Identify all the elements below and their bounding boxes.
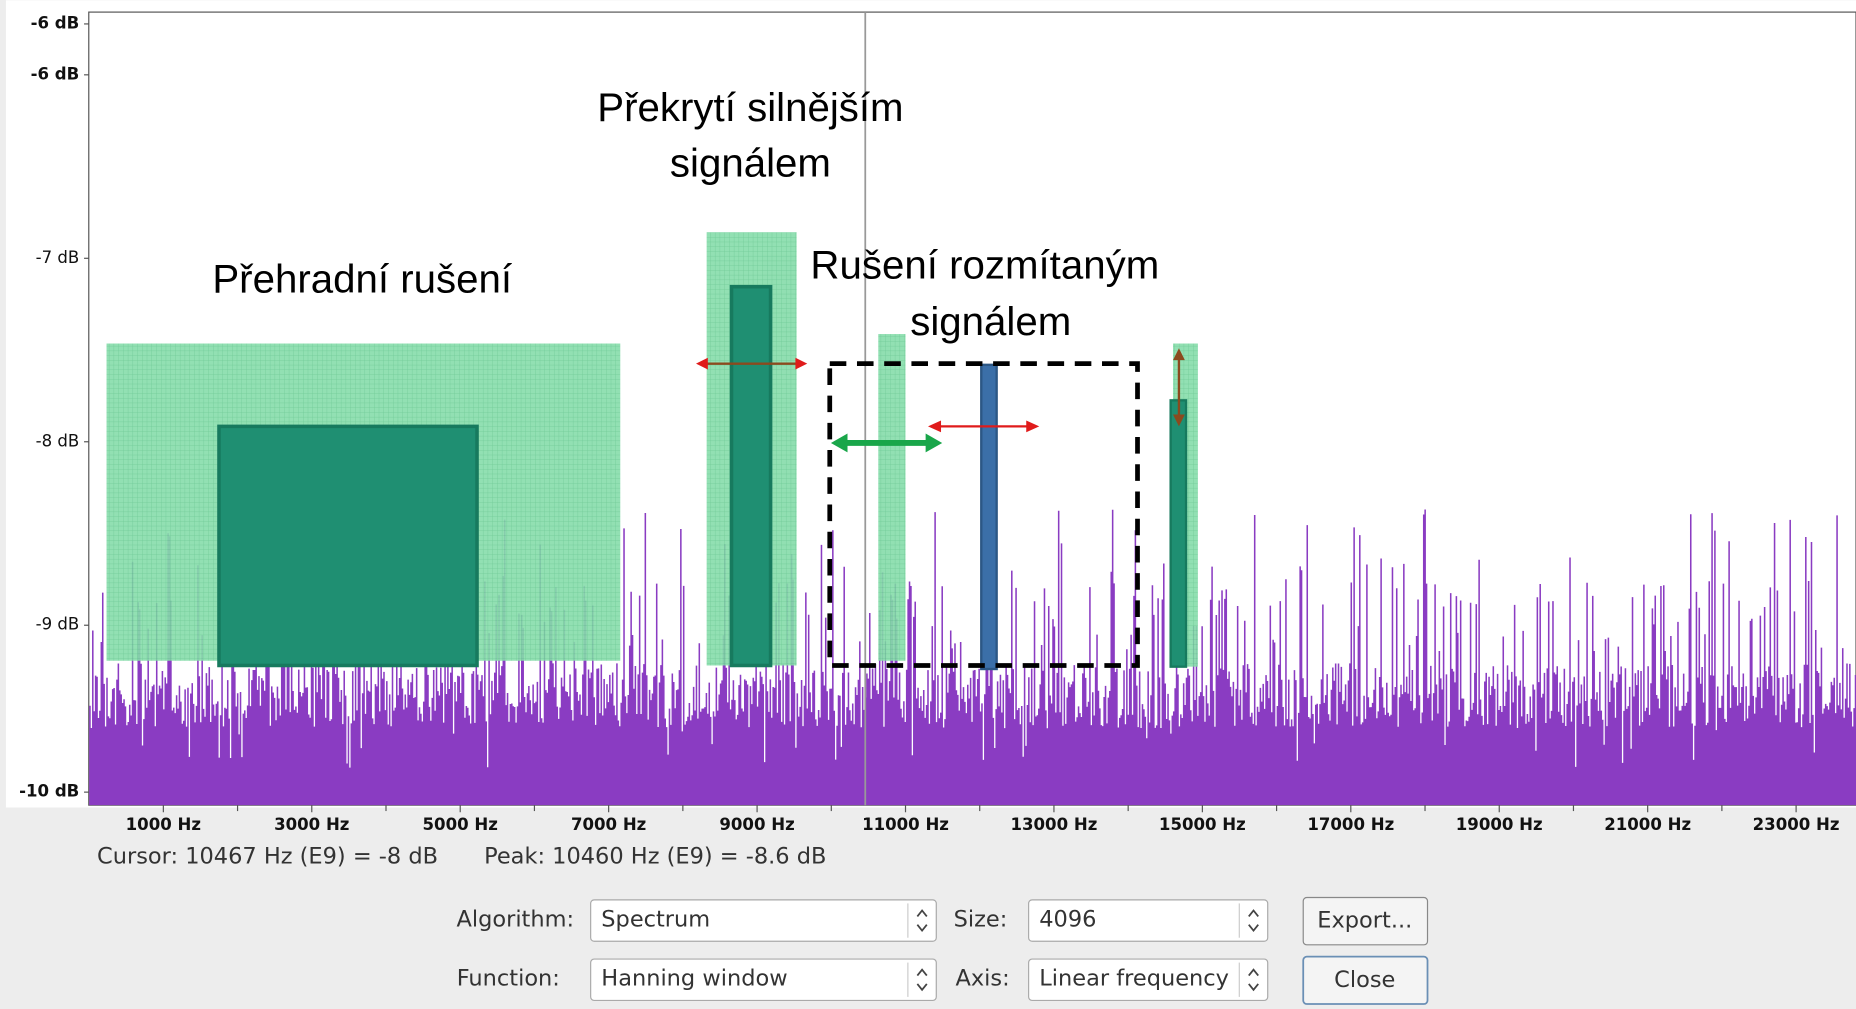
x-tick-label: 9000 Hz [719, 815, 794, 834]
label: Size: [954, 906, 1008, 932]
sweep-signal [980, 363, 998, 671]
arrow-head [928, 420, 1040, 433]
label: Function: [457, 966, 560, 992]
annotation: Přehradní rušení [212, 257, 512, 302]
arrow-head [696, 357, 808, 370]
signal-block [217, 424, 479, 668]
algorithm-select[interactable]: Spectrum [590, 899, 937, 942]
label: Algorithm: [456, 906, 574, 932]
select-value[interactable]: Hanning window [601, 966, 787, 992]
x-tick-label: 11000 Hz [862, 815, 949, 834]
dashed-box [827, 361, 1140, 668]
size-select[interactable]: 4096 [1028, 899, 1269, 942]
signal-block [1169, 399, 1188, 668]
y-tick-label: -10 dB [19, 782, 79, 801]
signal-block [729, 284, 773, 668]
x-tick-label: 21000 Hz [1604, 815, 1691, 834]
arrows [696, 348, 1185, 453]
close-button[interactable]: Close [1302, 955, 1429, 1005]
annotation: signálem [670, 141, 831, 186]
annotation: signálem [910, 299, 1071, 344]
x-tick-label: 17000 Hz [1307, 815, 1394, 834]
y-tick-label: -8 dB [36, 431, 80, 450]
select-value[interactable]: 4096 [1039, 906, 1096, 932]
button-label[interactable]: Close [1334, 967, 1395, 993]
y-tick-label: -9 dB [36, 615, 80, 634]
spectrum [89, 509, 1856, 806]
x-tick-label: 1000 Hz [126, 815, 201, 834]
function-select[interactable]: Hanning window [590, 958, 937, 1002]
controls: Algorithm: Spectrum Size: 4096 Export...… [456, 896, 1429, 1005]
region [878, 334, 906, 661]
peak-readout: Peak: 10460 Hz (E9) = -8.6 dB [484, 844, 826, 870]
x-tick-label: 19000 Hz [1456, 815, 1543, 834]
select-value[interactable]: Spectrum [601, 906, 710, 932]
cursor-readout: Cursor: 10467 Hz (E9) = -8 dB [97, 844, 438, 870]
annotation: Rušení rozmítaným [810, 242, 1159, 287]
axis-select[interactable]: Linear frequency [1028, 958, 1269, 1002]
button-label[interactable]: Export... [1317, 908, 1412, 934]
export-button[interactable]: Export... [1302, 896, 1429, 946]
y-tick-label: -6 dB [31, 13, 80, 32]
x-tick-label: 23000 Hz [1753, 815, 1840, 834]
annotation: Překrytí silnějším [597, 85, 903, 130]
x-tick-label: 5000 Hz [423, 815, 498, 834]
y-tick-label: -6 dB [31, 64, 80, 83]
x-tick-label: 7000 Hz [571, 815, 646, 834]
select-value[interactable]: Linear frequency [1039, 966, 1229, 992]
label: Axis: [955, 966, 1009, 992]
x-tick-label: 13000 Hz [1010, 815, 1097, 834]
x-tick-label: 3000 Hz [274, 815, 349, 834]
y-tick-label: -7 dB [36, 248, 80, 267]
x-tick-label: 15000 Hz [1159, 815, 1246, 834]
